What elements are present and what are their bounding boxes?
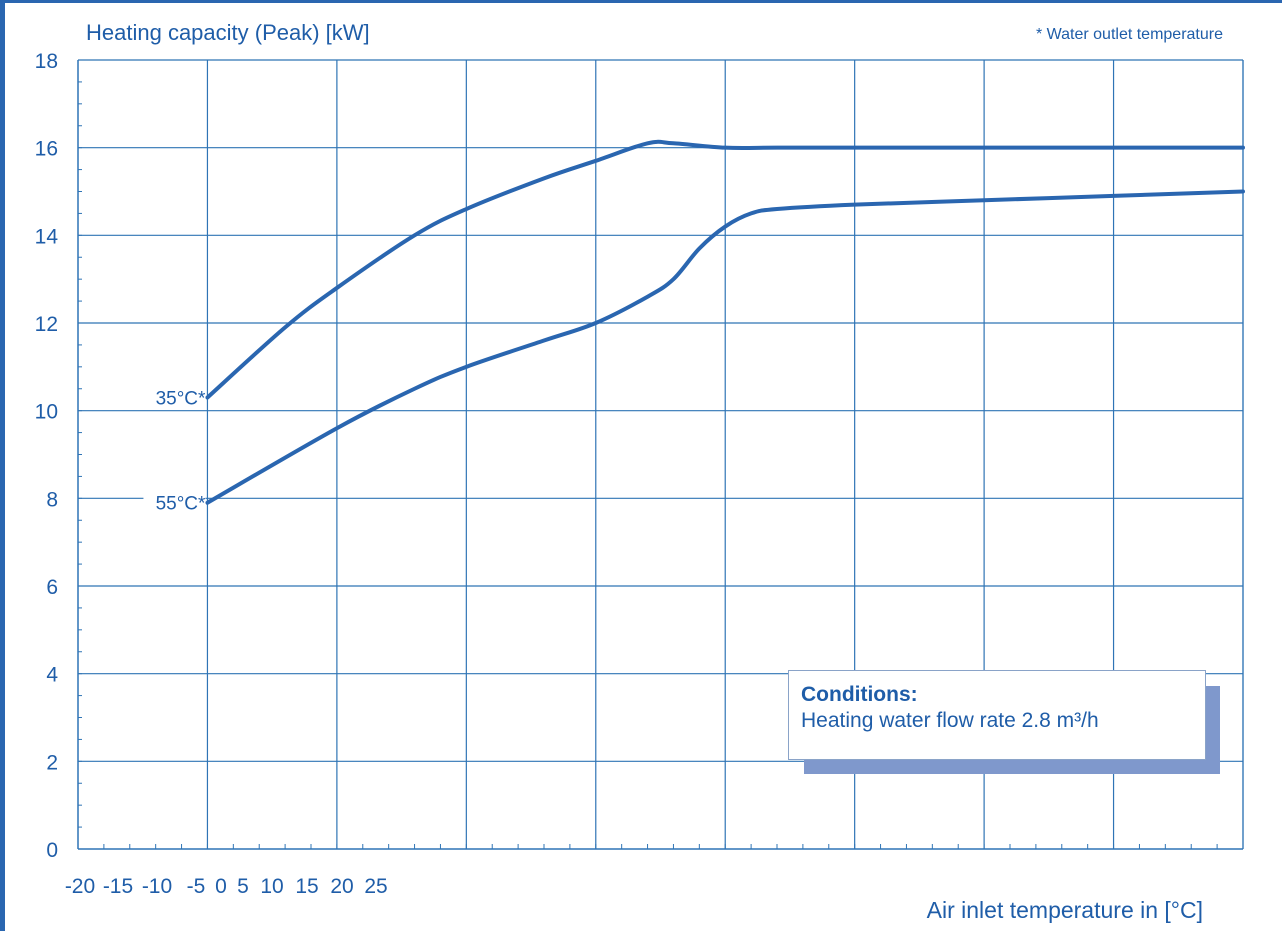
conditions-text: Heating water flow rate 2.8 m³/h: [801, 709, 1099, 732]
x-tick-label: -5: [187, 875, 206, 898]
minor-ticks: [77, 59, 1244, 850]
x-tick-label: 15: [295, 875, 318, 898]
y-tick-label: 18: [35, 50, 58, 73]
series-labels: 35°C* 55°C*: [143, 383, 206, 515]
series-line-1: [205, 139, 1245, 400]
y-tick-labels: 0 2 4 6 8 10 12 14 16 18: [35, 50, 59, 862]
y-tick-label: 14: [35, 225, 59, 248]
y-tick-label: 4: [46, 664, 58, 687]
x-tick-label: -20: [65, 875, 95, 898]
y-tick-label: 8: [46, 488, 58, 511]
x-tick-label: 10: [260, 875, 283, 898]
x-tick-labels: -20 -15 -10 -5 0 5 10 15 20 25: [65, 875, 388, 898]
conditions-title: Conditions:: [801, 683, 918, 706]
series-label-bg: [143, 383, 206, 410]
y-tick-label: 2: [46, 751, 58, 774]
x-tick-label: 0: [215, 875, 227, 898]
y-tick-label: 16: [35, 138, 58, 161]
x-tick-label: 5: [237, 875, 249, 898]
conditions-box: Conditions: Heating water flow rate 2.8 …: [788, 670, 1206, 760]
y-tick-label: 10: [35, 401, 58, 424]
x-tick-label: 20: [330, 875, 353, 898]
chart-title: Heating capacity (Peak) [kW]: [86, 20, 370, 45]
y-tick-label: 0: [46, 839, 58, 862]
series-lines: [205, 139, 1245, 505]
x-tick-label: 25: [364, 875, 387, 898]
x-tick-label: -10: [142, 875, 172, 898]
x-axis-label: Air inlet temperature in [°C]: [927, 897, 1203, 923]
series-label-bg: [143, 488, 206, 515]
y-tick-label: 12: [35, 313, 58, 336]
series-label: 35°C*: [156, 389, 206, 410]
y-tick-label: 6: [46, 576, 58, 599]
water-outlet-note: * Water outlet temperature: [1036, 26, 1223, 43]
x-tick-label: -15: [103, 875, 133, 898]
series-label: 55°C*: [156, 494, 206, 515]
series-line-2: [205, 189, 1245, 505]
